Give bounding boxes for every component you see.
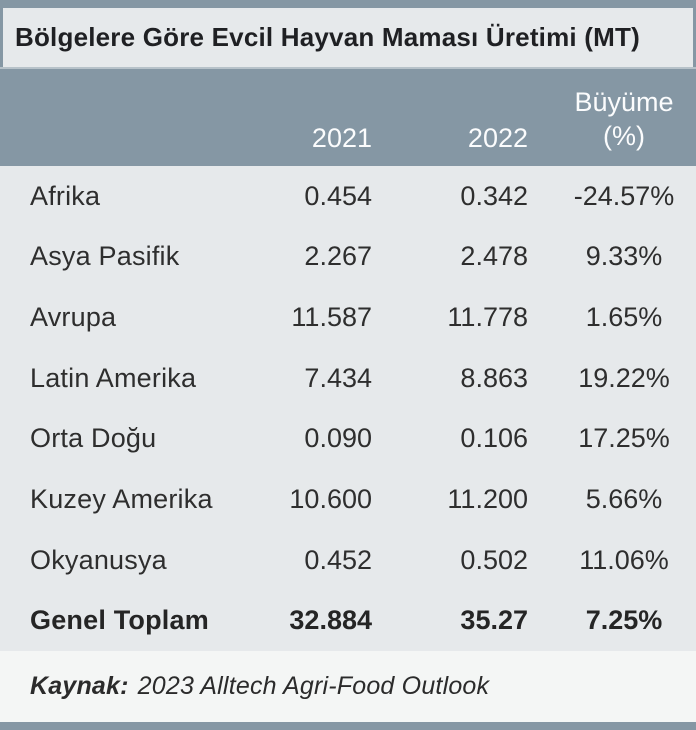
col-header-2022: 2022 [467,123,528,153]
growth-cell: 17.25% [578,423,670,454]
growth-cell: -24.57% [573,180,675,211]
growth-cell: 1.65% [585,302,663,333]
value-2021-cell: 2.267 [304,241,372,272]
column-header-row: 2021 2022 Büyüme (%) [0,67,696,166]
value-2022-cell: 0.106 [460,423,528,454]
table-row-orta-dogu: Orta Doğu 0.090 0.106 17.25% [0,409,696,470]
source-label: Kaynak: [30,672,129,700]
source-note: Kaynak: 2023 Alltech Agri-Food Outlook [0,651,696,722]
source-text: 2023 Alltech Agri-Food Outlook [137,672,490,700]
col-header-growth-line1: Büyüme [574,86,674,117]
region-cell: Avrupa [30,302,117,333]
table-row-genel-toplam: Genel Toplam 32.884 35.27 7.25% [0,590,696,651]
value-2022-cell: 11.778 [447,302,528,333]
value-2021-cell: 7.434 [304,362,372,393]
growth-cell: 7.25% [585,605,663,636]
table-body: Afrika 0.454 0.342 -24.57% Asya Pasifik … [0,166,696,651]
growth-cell: 11.06% [579,544,669,575]
value-2022-cell: 2.478 [460,241,528,272]
table-title: Bölgelere Göre Evcil Hayvan Maması Üreti… [15,22,640,52]
region-cell: Kuzey Amerika [30,483,213,514]
region-cell: Latin Amerika [30,362,197,393]
region-cell: Genel Toplam [30,605,209,636]
table-row-okyanusya: Okyanusya 0.452 0.502 11.06% [0,530,696,591]
top-border-band [0,0,696,8]
col-header-growth-line2: (%) [603,121,645,152]
growth-cell: 9.33% [585,241,663,272]
value-2021-cell: 32.884 [289,605,372,636]
col-header-growth: Büyüme (%) [552,85,696,154]
value-2021-cell: 11.587 [291,302,372,333]
table-row-afrika: Afrika 0.454 0.342 -24.57% [0,166,696,227]
col-header-2021: 2021 [311,123,372,153]
value-2022-cell: 0.342 [460,180,528,211]
value-2022-cell: 0.502 [460,544,528,575]
region-cell: Asya Pasifik [30,241,180,272]
region-cell: Orta Doğu [30,423,157,454]
value-2021-cell: 0.090 [304,423,372,454]
region-cell: Okyanusya [30,544,167,575]
bottom-border-band [0,722,696,730]
value-2021-cell: 10.600 [289,483,372,514]
value-2022-cell: 35.27 [460,605,528,636]
value-2021-cell: 0.452 [304,544,372,575]
table-row-kuzey-amerika: Kuzey Amerika 10.600 11.200 5.66% [0,469,696,530]
value-2022-cell: 8.863 [460,362,528,393]
table-row-latin-amerika: Latin Amerika 7.434 8.863 19.22% [0,348,696,409]
table-row-asya-pasifik: Asya Pasifik 2.267 2.478 9.33% [0,227,696,288]
value-2022-cell: 11.200 [447,483,528,514]
region-cell: Afrika [30,180,101,211]
growth-cell: 19.22% [578,362,670,393]
table-row-avrupa: Avrupa 11.587 11.778 1.65% [0,287,696,348]
table-title-bar: Bölgelere Göre Evcil Hayvan Maması Üreti… [0,8,696,67]
growth-cell: 5.66% [585,483,663,514]
value-2021-cell: 0.454 [304,180,372,211]
